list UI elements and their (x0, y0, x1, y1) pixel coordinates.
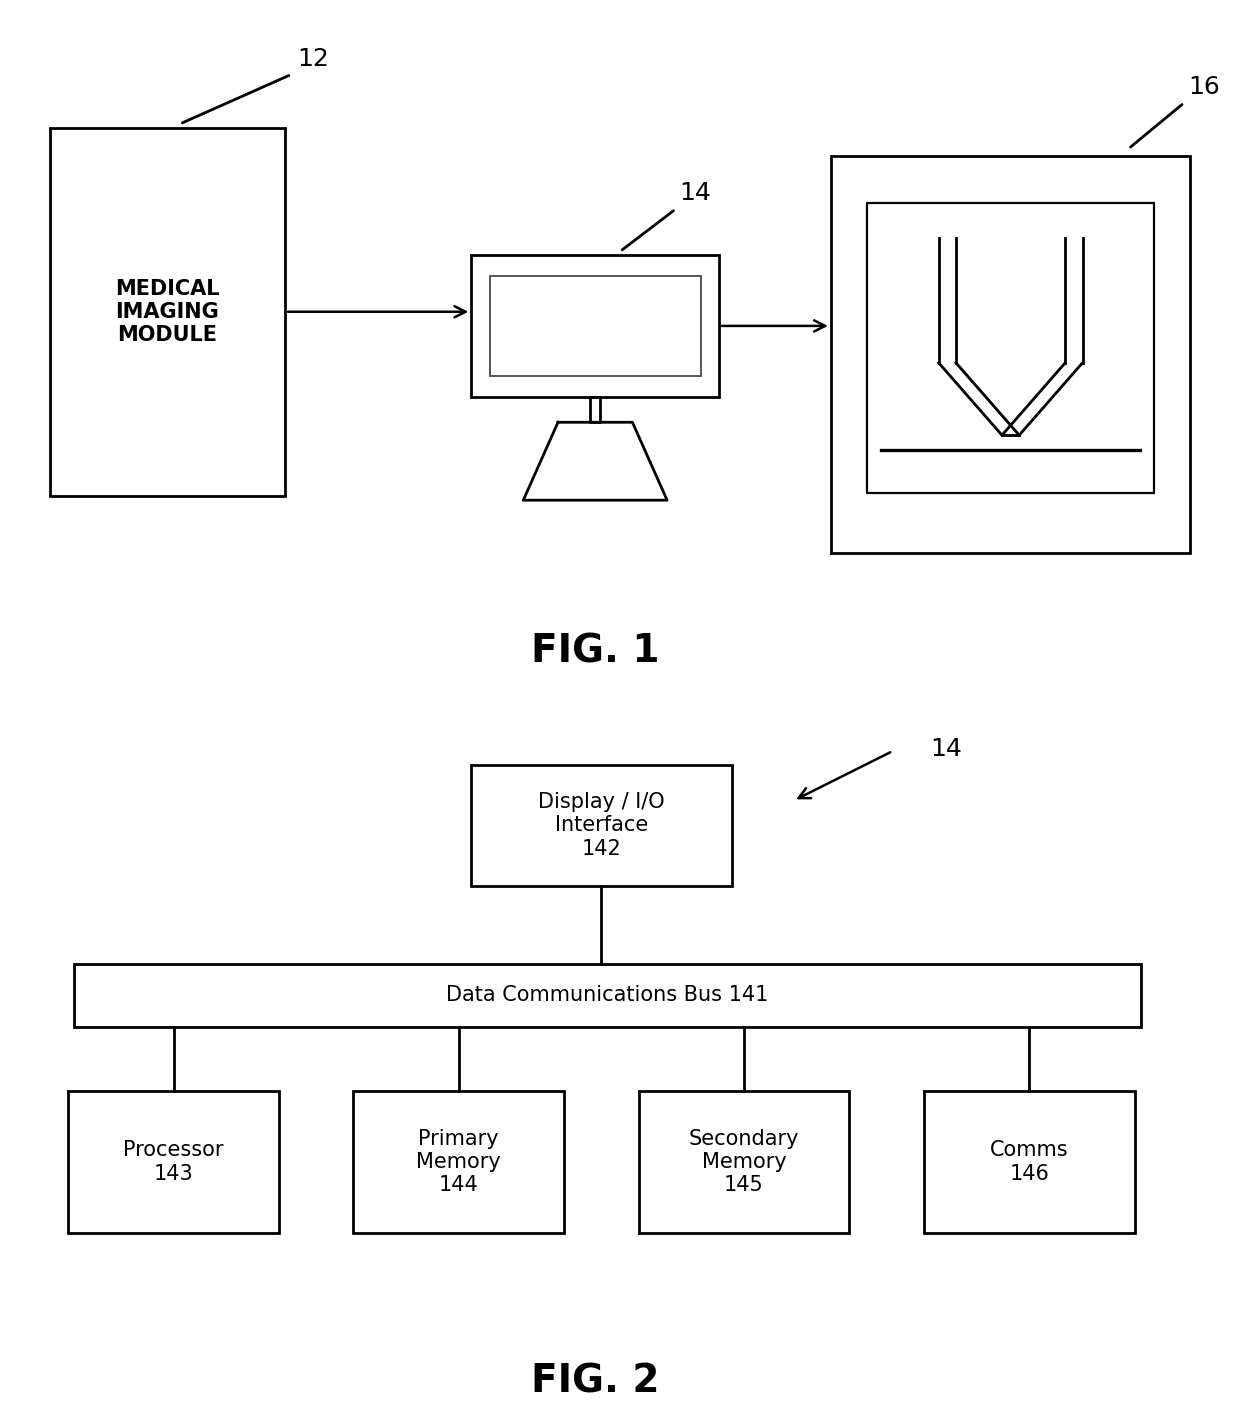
Bar (74, 964, 1141, 1027)
Bar (831, 156, 1190, 553)
Bar (639, 1091, 849, 1233)
Text: Display / I/O
Interface
142: Display / I/O Interface 142 (538, 792, 665, 859)
Text: Secondary
Memory
145: Secondary Memory 145 (688, 1129, 800, 1195)
Text: Primary
Memory
144: Primary Memory 144 (417, 1129, 501, 1195)
Bar (490, 276, 701, 376)
Text: FIG. 2: FIG. 2 (531, 1363, 660, 1400)
Bar (924, 1091, 1135, 1233)
Text: Data Communications Bus 141: Data Communications Bus 141 (446, 985, 769, 1006)
Bar (867, 204, 1154, 493)
Text: Comms
146: Comms 146 (990, 1141, 1069, 1183)
Bar (68, 1091, 279, 1233)
Bar (471, 765, 732, 886)
Text: 14: 14 (930, 737, 962, 761)
Bar (50, 128, 285, 496)
Text: 14: 14 (680, 181, 712, 205)
Text: Processor
143: Processor 143 (123, 1141, 224, 1183)
Text: MEDICAL
IMAGING
MODULE: MEDICAL IMAGING MODULE (115, 279, 219, 344)
Text: 16: 16 (1188, 75, 1220, 99)
Bar (471, 255, 719, 397)
Text: 12: 12 (298, 47, 330, 71)
Bar (353, 1091, 564, 1233)
Text: FIG. 1: FIG. 1 (531, 633, 660, 670)
